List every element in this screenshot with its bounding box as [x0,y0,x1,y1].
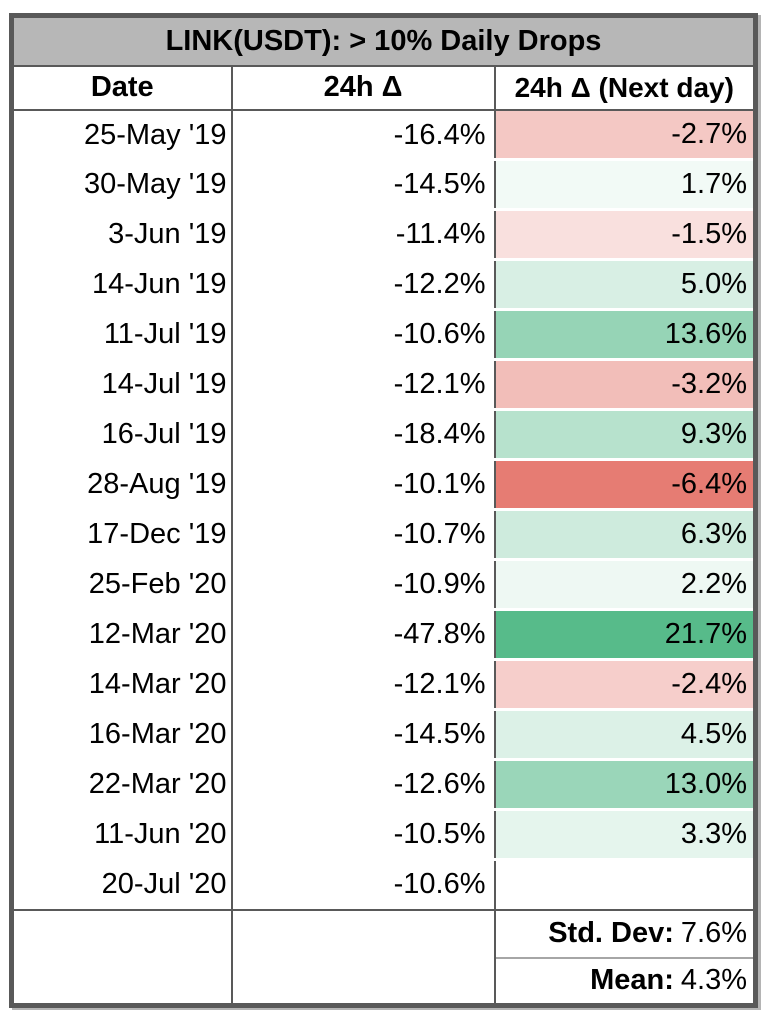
table-row: 20-Jul '20 -10.6% [11,859,756,910]
footer-empty-date-cell [11,908,233,1006]
next-day-cell: 1.7% [494,159,756,211]
summary-row-mean: Mean: 4.3% [12,957,756,1006]
table-row: 3-Jun '19 -11.4% -1.5% [11,209,756,261]
table-row: 16-Jul '19 -18.4% 9.3% [11,409,756,461]
delta-cell: -16.4% [231,109,496,160]
table-row: 25-Feb '20 -10.9% 2.2% [11,559,756,611]
date-cell: 14-Jul '19 [11,359,233,410]
daily-drops-table: LINK(USDT): > 10% Daily Drops Date 24h Δ… [9,13,759,1008]
table-row: 28-Aug '19 -10.1% -6.4% [11,459,756,511]
table-row: 12-Mar '20 -47.8% 21.7% [11,609,756,661]
next-day-cell: 13.0% [494,759,756,811]
delta-cell: -10.6% [231,859,496,910]
footer-empty-delta-cell [231,908,496,1006]
summary-row-std-dev: Std. Dev: 7.6% [11,908,756,1006]
next-day-cell: 3.3% [494,809,756,861]
next-day-cell: 5.0% [494,259,756,311]
delta-cell: -10.5% [231,809,496,860]
column-header-24h-delta: 24h Δ [231,65,496,111]
date-cell: 16-Jul '19 [11,409,233,460]
date-cell: 11-Jun '20 [11,809,233,860]
delta-cell: -12.1% [231,659,496,710]
next-day-cell: -6.4% [494,459,756,511]
date-cell: 17-Dec '19 [11,509,233,560]
mean-cell: Mean: 4.3% [494,957,756,1006]
table-row: 11-Jun '20 -10.5% 3.3% [11,809,756,861]
next-day-cell: -2.4% [494,659,756,711]
delta-cell: -14.5% [231,159,496,210]
delta-cell: -10.7% [231,509,496,560]
next-day-cell: -1.5% [494,209,756,261]
drops-table: LINK(USDT): > 10% Daily Drops Date 24h Δ… [9,13,759,1008]
std-dev-label: Std. Dev: [548,917,674,949]
table-row: 11-Jul '19 -10.6% 13.6% [11,309,756,361]
date-cell: 11-Jul '19 [11,309,233,360]
table-row: 14-Jul '19 -12.1% -3.2% [11,359,756,411]
table-row: 30-May '19 -14.5% 1.7% [11,159,756,211]
delta-cell: -10.1% [231,459,496,510]
date-cell: 25-May '19 [11,109,233,160]
date-cell: 14-Mar '20 [11,659,233,710]
next-day-cell: 13.6% [494,309,756,361]
delta-cell: -11.4% [231,209,496,260]
mean-value: 4.3% [680,964,748,997]
table-row: 16-Mar '20 -14.5% 4.5% [11,709,756,761]
delta-cell: -47.8% [231,609,496,660]
date-cell: 12-Mar '20 [11,609,233,660]
next-day-cell: -2.7% [494,109,756,161]
date-cell: 3-Jun '19 [11,209,233,260]
next-day-cell: 4.5% [494,709,756,761]
delta-cell: -12.1% [231,359,496,410]
column-header-date: Date [11,65,233,111]
date-cell: 25-Feb '20 [11,559,233,610]
date-cell: 14-Jun '19 [11,259,233,310]
table-row: 14-Jun '19 -12.2% 5.0% [11,259,756,311]
table-row: 17-Dec '19 -10.7% 6.3% [11,509,756,561]
delta-cell: -18.4% [231,409,496,460]
delta-cell: -10.6% [231,309,496,360]
next-day-cell-empty [494,859,756,910]
table-row: 25-May '19 -16.4% -2.7% [11,109,756,161]
delta-cell: -10.9% [231,559,496,610]
column-header-24h-delta-next-day: 24h Δ (Next day) [494,65,756,111]
date-cell: 30-May '19 [11,159,233,210]
mean-label: Mean: [590,964,674,997]
std-dev-value: 7.6% [680,917,748,949]
next-day-cell: 6.3% [494,509,756,561]
next-day-cell: 2.2% [494,559,756,611]
delta-cell: -14.5% [231,709,496,760]
table-title: LINK(USDT): > 10% Daily Drops [11,15,756,67]
delta-cell: -12.2% [231,259,496,310]
std-dev-cell: Std. Dev: 7.6% [494,908,756,959]
date-cell: 16-Mar '20 [11,709,233,760]
next-day-cell: 21.7% [494,609,756,661]
next-day-cell: -3.2% [494,359,756,411]
date-cell: 20-Jul '20 [11,859,233,910]
delta-cell: -12.6% [231,759,496,810]
next-day-cell: 9.3% [494,409,756,461]
table-row: 14-Mar '20 -12.1% -2.4% [11,659,756,711]
table-row: 22-Mar '20 -12.6% 13.0% [11,759,756,811]
date-cell: 22-Mar '20 [11,759,233,810]
date-cell: 28-Aug '19 [11,459,233,510]
